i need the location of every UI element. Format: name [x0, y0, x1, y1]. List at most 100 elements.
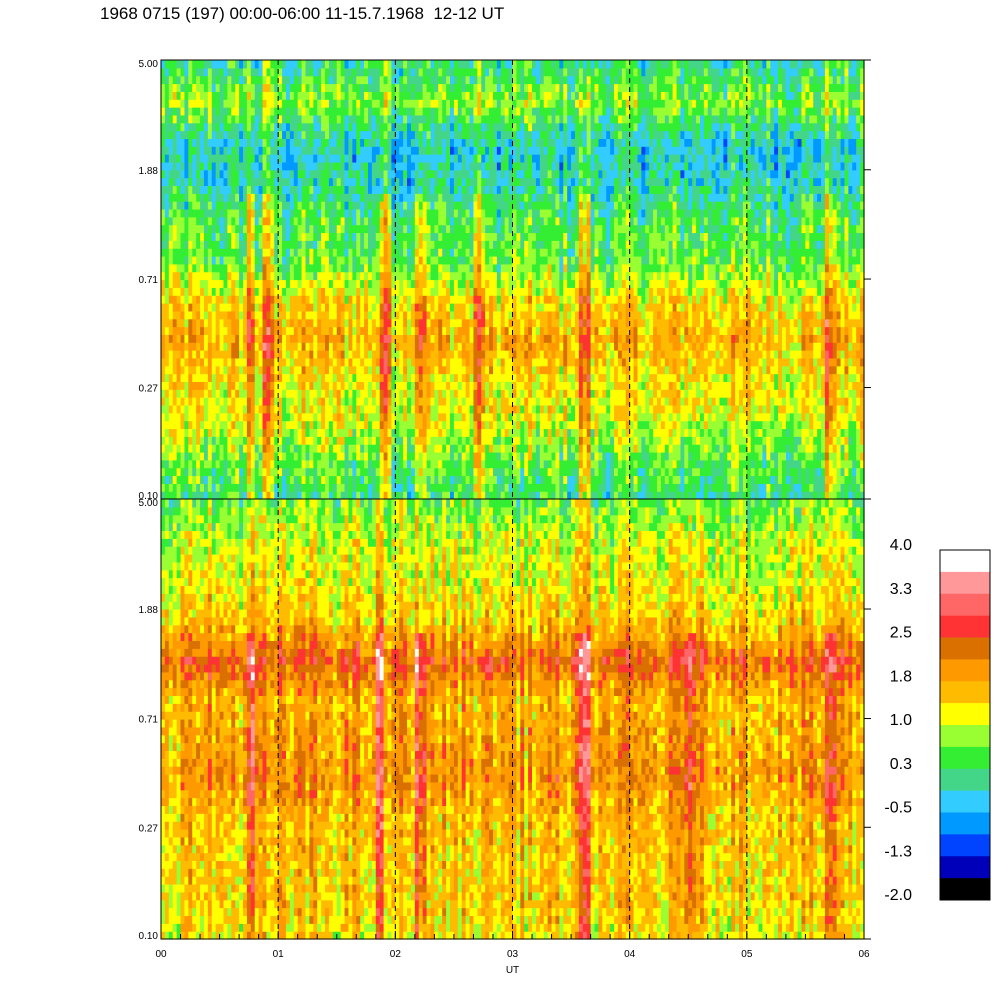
- heatmap-cell: [473, 169, 478, 179]
- heatmap-cell: [313, 303, 318, 312]
- heatmap-cell: [317, 326, 322, 335]
- heatmap-cell: [496, 91, 502, 100]
- heatmap-cell: [403, 146, 408, 155]
- heatmap-cell: [453, 185, 459, 194]
- heatmap-cell: [387, 357, 393, 367]
- heatmap-cell: [180, 397, 186, 406]
- heatmap-cell: [250, 91, 256, 100]
- heatmap-cell: [254, 334, 260, 343]
- heatmap-cell: [414, 75, 420, 85]
- heatmap-cell: [485, 381, 490, 390]
- heatmap-cell: [215, 310, 221, 320]
- heatmap-cell: [254, 177, 260, 187]
- heatmap-cell: [496, 146, 502, 155]
- heatmap-cell: [278, 154, 283, 163]
- heatmap-cell: [243, 122, 248, 132]
- heatmap-cell: [239, 232, 244, 241]
- heatmap-cell: [344, 271, 350, 281]
- heatmap-cell: [430, 107, 435, 116]
- heatmap-cell: [164, 232, 170, 241]
- heatmap-cell: [453, 138, 459, 147]
- heatmap-cell: [172, 130, 178, 139]
- heatmap-cell: [508, 444, 514, 453]
- heatmap-cell: [325, 491, 330, 500]
- heatmap-cell: [477, 357, 482, 367]
- heatmap-cell: [453, 303, 459, 312]
- heatmap-cell: [313, 248, 318, 257]
- heatmap-cell: [215, 357, 221, 367]
- heatmap-cell: [465, 75, 471, 85]
- heatmap-cell: [461, 389, 467, 398]
- heatmap-cell: [196, 357, 201, 367]
- heatmap-cell: [395, 91, 400, 100]
- heatmap-cell: [438, 255, 443, 265]
- heatmap-cell: [180, 491, 186, 500]
- heatmap-cell: [485, 342, 490, 351]
- heatmap-cell: [410, 279, 416, 288]
- heatmap-cell: [348, 357, 353, 367]
- heatmap-cell: [172, 389, 178, 398]
- heatmap-cell: [332, 373, 338, 383]
- heatmap-cell: [426, 318, 432, 328]
- heatmap-cell: [282, 99, 287, 108]
- heatmap-cell: [391, 67, 396, 77]
- heatmap-cell: [348, 177, 353, 187]
- heatmap-cell: [422, 263, 428, 273]
- heatmap-cell: [450, 208, 455, 218]
- heatmap-cell: [485, 444, 490, 453]
- heatmap-cell: [223, 310, 228, 320]
- heatmap-cell: [239, 334, 244, 343]
- heatmap-cell: [215, 67, 221, 77]
- heatmap-cell: [231, 216, 236, 226]
- heatmap-cell: [371, 201, 377, 210]
- heatmap-cell: [317, 193, 322, 202]
- heatmap-cell: [192, 224, 197, 234]
- heatmap-cell: [457, 287, 463, 296]
- heatmap-cell: [422, 146, 428, 155]
- heatmap-cell: [207, 451, 213, 461]
- heatmap-cell: [336, 350, 342, 359]
- heatmap-cell: [235, 248, 240, 257]
- heatmap-cell: [309, 357, 314, 367]
- heatmap-cell: [457, 365, 463, 375]
- heatmap-cell: [414, 208, 420, 218]
- heatmap-cell: [473, 451, 478, 461]
- heatmap-cell: [262, 491, 268, 500]
- heatmap-cell: [367, 232, 373, 241]
- heatmap-cell: [262, 475, 268, 484]
- heatmap-cell: [422, 295, 428, 304]
- heatmap-cell: [367, 169, 373, 179]
- heatmap-cell: [336, 99, 342, 108]
- heatmap-cell: [379, 185, 385, 194]
- heatmap-cell: [188, 122, 193, 132]
- heatmap-cell: [403, 357, 408, 367]
- heatmap-cell: [387, 350, 393, 359]
- heatmap-cell: [336, 342, 342, 351]
- heatmap-cell: [383, 483, 389, 492]
- heatmap-cell: [200, 357, 205, 367]
- heatmap-cell: [379, 107, 385, 116]
- heatmap-cell: [262, 326, 268, 335]
- heatmap-cell: [231, 122, 236, 132]
- heatmap-cell: [243, 99, 248, 108]
- heatmap-cell: [453, 381, 459, 390]
- heatmap-cell: [348, 60, 353, 69]
- heatmap-cell: [200, 67, 205, 77]
- heatmap-cell: [481, 451, 486, 461]
- heatmap-cell: [496, 208, 502, 218]
- heatmap-cell: [457, 177, 463, 187]
- heatmap-cell: [403, 436, 408, 445]
- heatmap-cell: [442, 279, 447, 288]
- heatmap-cell: [266, 475, 271, 484]
- heatmap-cell: [278, 255, 283, 265]
- heatmap-cell: [430, 389, 435, 398]
- heatmap-cell: [446, 467, 451, 477]
- heatmap-cell: [184, 491, 189, 500]
- heatmap-cell: [332, 216, 338, 226]
- heatmap-cell: [442, 255, 447, 265]
- heatmap-cell: [399, 444, 404, 453]
- heatmap-cell: [395, 263, 400, 273]
- heatmap-cell: [371, 107, 377, 116]
- heatmap-cell: [285, 130, 291, 139]
- heatmap-cell: [328, 279, 334, 288]
